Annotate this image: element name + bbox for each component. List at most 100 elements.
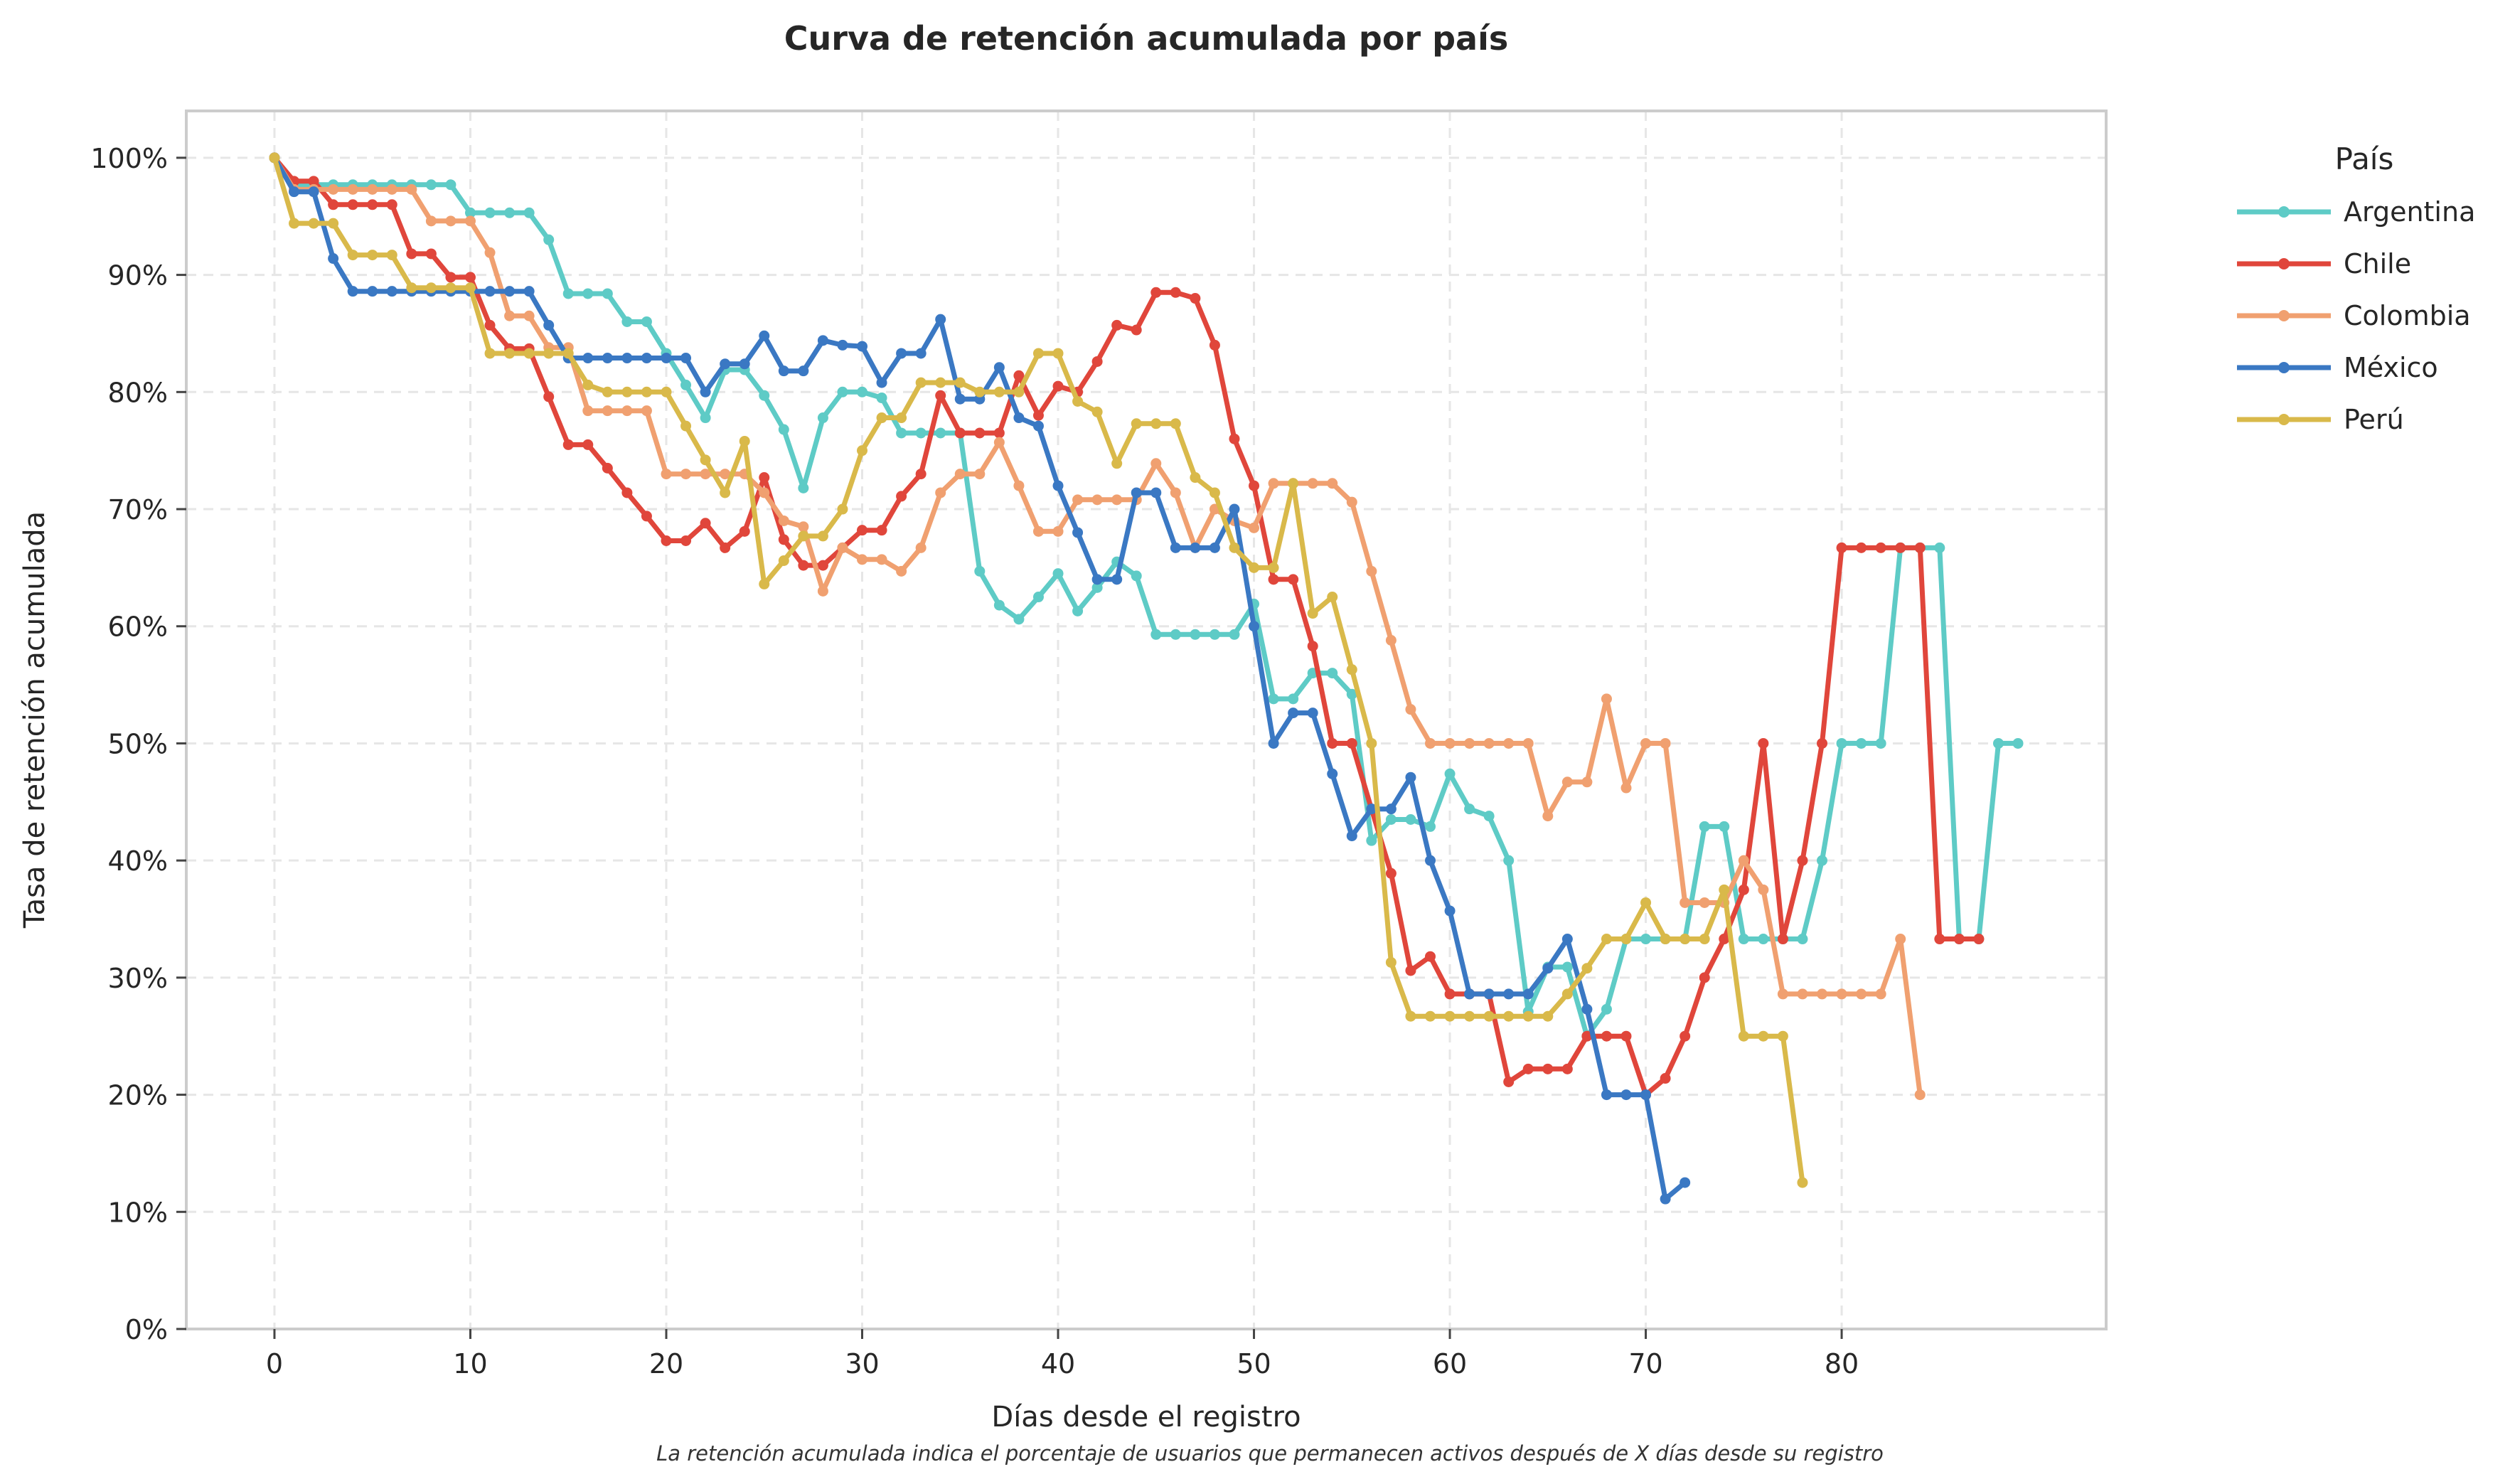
data-point-peru: [1522, 1010, 1534, 1022]
data-point-argentina: [857, 386, 868, 397]
data-point-colombia: [1836, 988, 1847, 1000]
y-tick-label: 90%: [108, 260, 168, 292]
data-point-mexico: [817, 335, 828, 346]
data-point-mexico: [1561, 934, 1573, 945]
data-point-mexico: [386, 286, 397, 297]
data-point-peru: [1072, 395, 1084, 407]
data-point-chile: [1797, 855, 1808, 866]
data-point-argentina: [621, 316, 633, 327]
data-point-argentina: [1385, 814, 1397, 826]
data-point-mexico: [641, 353, 652, 364]
x-tick-label: 30: [845, 1348, 879, 1379]
data-point-mexico: [543, 319, 555, 331]
data-point-colombia: [1307, 478, 1318, 489]
data-point-colombia: [1366, 565, 1377, 577]
legend-swatch-marker: [2278, 206, 2290, 218]
data-point-peru: [1620, 934, 1632, 945]
data-point-argentina: [1444, 768, 1456, 779]
data-point-peru: [1777, 1030, 1788, 1042]
data-point-colombia: [1483, 737, 1495, 749]
data-point-mexico: [484, 286, 496, 297]
series-line-chile: [272, 155, 1982, 1098]
data-point-colombia: [857, 554, 868, 565]
data-point-peru: [817, 530, 828, 542]
data-point-colombia: [1620, 782, 1632, 794]
data-point-argentina: [1836, 737, 1847, 749]
data-point-chile: [680, 535, 692, 546]
data-point-chile: [562, 439, 574, 450]
series-lines: [269, 152, 2024, 1205]
data-point-argentina: [1699, 821, 1710, 832]
data-point-peru: [1229, 542, 1240, 553]
data-point-mexico: [993, 362, 1005, 373]
data-point-peru: [1288, 478, 1299, 489]
data-point-peru: [621, 386, 633, 397]
data-point-argentina: [1424, 821, 1436, 832]
data-point-chile: [641, 511, 652, 522]
data-point-chile: [308, 176, 319, 187]
data-point-argentina: [1209, 629, 1220, 640]
data-point-peru: [289, 218, 300, 229]
legend-item-colombia: Colombia: [2237, 300, 2471, 331]
data-point-mexico: [1091, 574, 1103, 585]
data-point-peru: [1190, 472, 1201, 484]
legend-label: México: [2344, 352, 2438, 383]
data-point-peru: [1561, 988, 1573, 1000]
data-point-chile: [445, 272, 456, 283]
data-point-chile: [1249, 480, 1260, 491]
data-point-colombia: [328, 183, 339, 195]
data-point-colombia: [1738, 855, 1749, 866]
data-point-peru: [1013, 386, 1025, 397]
data-point-chile: [1522, 1063, 1534, 1074]
data-point-argentina: [1150, 629, 1162, 640]
data-point-colombia: [700, 469, 711, 480]
data-point-peru: [1385, 956, 1397, 968]
data-point-argentina: [1934, 542, 1945, 553]
data-point-peru: [1640, 897, 1652, 908]
data-point-argentina: [1268, 693, 1279, 705]
data-point-mexico: [915, 348, 927, 359]
legend-item-peru: Perú: [2237, 404, 2404, 435]
data-point-peru: [464, 282, 476, 294]
data-point-mexico: [1229, 503, 1240, 515]
data-point-argentina: [2012, 737, 2024, 749]
data-point-mexico: [621, 353, 633, 364]
data-point-chile: [1307, 641, 1318, 652]
data-point-colombia: [1522, 737, 1534, 749]
data-point-chile: [759, 472, 770, 484]
series-line-argentina: [272, 155, 2021, 1039]
data-point-mexico: [1405, 772, 1416, 783]
data-point-mexico: [1249, 621, 1260, 632]
data-point-chile: [1601, 1030, 1612, 1042]
data-point-colombia: [915, 542, 927, 553]
data-point-mexico: [857, 341, 868, 352]
data-point-colombia: [1170, 487, 1181, 498]
data-point-peru: [1719, 884, 1730, 895]
data-point-chile: [1170, 287, 1181, 298]
data-point-chile: [1424, 951, 1436, 962]
data-point-colombia: [1346, 496, 1357, 508]
data-point-chile: [1091, 356, 1103, 367]
data-point-peru: [1346, 664, 1357, 676]
legend-label: Perú: [2344, 404, 2404, 435]
chart-title: Curva de retención acumulada por país: [784, 19, 1508, 58]
data-point-colombia: [347, 183, 358, 195]
data-point-argentina: [1856, 737, 1867, 749]
data-point-argentina: [1561, 961, 1573, 973]
data-point-mexico: [1385, 804, 1397, 815]
data-point-argentina: [484, 207, 496, 218]
data-point-colombia: [817, 585, 828, 597]
data-point-chile: [739, 525, 750, 537]
data-point-chile: [464, 272, 476, 283]
data-point-mexico: [1072, 527, 1084, 538]
x-tick-label: 0: [266, 1348, 283, 1379]
data-point-colombia: [1013, 480, 1025, 491]
data-point-mexico: [1013, 412, 1025, 424]
data-point-colombia: [1444, 737, 1456, 749]
data-point-colombia: [1797, 988, 1808, 1000]
y-tick-label: 50%: [108, 728, 168, 759]
x-tick-label: 70: [1628, 1348, 1662, 1379]
data-point-mexico: [328, 253, 339, 265]
data-point-colombia: [1091, 494, 1103, 506]
